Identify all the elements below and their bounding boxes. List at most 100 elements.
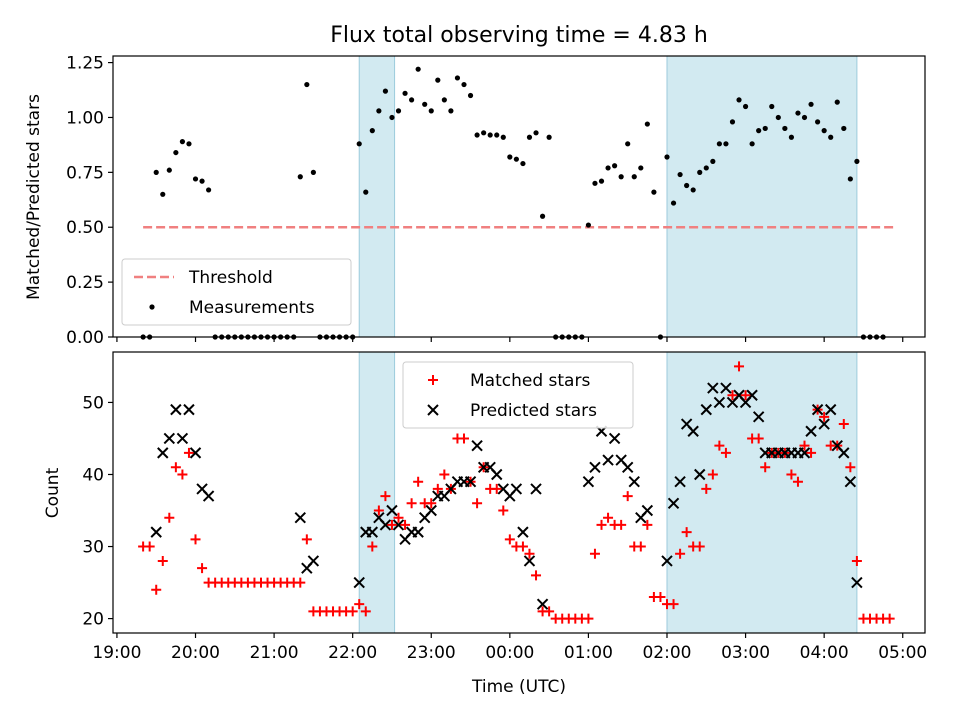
measurement-point <box>448 108 454 114</box>
matched-star-point <box>589 548 600 559</box>
matched-star-point <box>753 433 764 444</box>
measurement-point <box>690 187 696 193</box>
measurement-point <box>481 130 487 136</box>
predicted-star-point <box>523 555 536 567</box>
measurement-point <box>173 149 179 156</box>
measurement-point <box>507 154 513 160</box>
legend: Matched stars Predicted stars <box>402 361 634 429</box>
measurement-point <box>782 125 788 132</box>
predicted-star-point <box>202 490 215 502</box>
predicted-star-point <box>170 403 182 416</box>
predicted-star-point <box>805 425 817 437</box>
matched-star-point <box>491 483 502 494</box>
shaded-interval <box>666 55 858 338</box>
plot-frame <box>112 351 926 634</box>
x-axis-label: Time (UTC) <box>471 677 566 697</box>
measurement-point <box>828 134 834 140</box>
predicted-star-point <box>752 411 765 423</box>
predicted-star-point <box>392 519 405 531</box>
x-tick-label: 22:00 <box>328 643 377 663</box>
matched-star-point <box>727 390 738 401</box>
y-tick-label: 50 <box>82 393 104 413</box>
predicted-star-point <box>471 439 483 452</box>
legend-predicted-swatch <box>427 404 439 416</box>
measurement-point <box>500 134 506 140</box>
measurement-point <box>762 125 768 132</box>
matched-star-point <box>694 541 705 552</box>
y-tick-label: 20 <box>82 610 104 630</box>
legend-box <box>121 258 352 326</box>
measurement-point <box>729 119 736 125</box>
matched-star-point <box>400 519 411 530</box>
measurement-point <box>592 180 598 186</box>
predicted-star-point <box>608 432 621 445</box>
matched-star-point <box>517 541 528 552</box>
predicted-star-point <box>183 403 195 416</box>
predicted-star-point <box>353 576 365 589</box>
measurement-point <box>697 169 703 175</box>
x-tick-label: 21:00 <box>250 643 299 663</box>
legend-matched-swatch <box>428 375 438 385</box>
matched-star-point <box>635 541 646 552</box>
measurement-point <box>369 128 375 134</box>
predicted-star-point <box>157 447 169 459</box>
matched-star-point <box>707 469 718 480</box>
measurement-point <box>539 213 546 219</box>
x-tick-label: 03:00 <box>721 643 770 663</box>
matched-star-point <box>819 411 830 422</box>
measurement-point <box>199 178 205 184</box>
y-tick-label: 0.25 <box>66 273 104 293</box>
measurement-point <box>847 176 853 182</box>
matched-star-point <box>720 447 731 458</box>
matched-star-point <box>603 512 614 523</box>
measurement-point <box>716 141 722 147</box>
predicted-star-point <box>818 418 830 430</box>
predicted-star-point <box>294 512 306 524</box>
measurement-point <box>206 187 212 193</box>
plot-frame <box>112 55 926 338</box>
predicted-star-point <box>582 475 595 488</box>
measurement-point <box>821 128 827 134</box>
matched-star-point <box>164 512 175 523</box>
predicted-star-point <box>707 382 719 394</box>
matched-star-point <box>190 534 201 545</box>
predicted-star-point <box>412 526 424 538</box>
measurement-point <box>304 81 310 88</box>
measurement-point <box>415 66 421 72</box>
x-tick-label: 23:00 <box>407 643 456 663</box>
predicted-star-point <box>150 526 162 538</box>
x-tick-label: 00:00 <box>485 643 534 663</box>
predicted-star-point <box>379 519 392 531</box>
matched-star-point <box>734 361 745 372</box>
chart-title: Flux total observing time = 4.83 h <box>330 23 708 48</box>
matched-star-point <box>616 519 627 530</box>
legend: Threshold Measurements <box>121 258 352 326</box>
matched-star-point <box>622 491 633 502</box>
measurement-point <box>297 174 303 180</box>
matched-star-point <box>177 469 188 480</box>
predicted-star-point <box>176 432 189 445</box>
matched-star-point <box>183 447 194 458</box>
measurement-point <box>310 169 316 175</box>
measurement-point <box>651 189 657 195</box>
matched-star-point <box>655 591 666 602</box>
matched-star-point <box>701 483 712 494</box>
matched-star-point <box>498 505 509 516</box>
measurement-point <box>756 128 762 134</box>
measurement-point <box>166 167 172 173</box>
predicted-star-point <box>189 447 202 459</box>
x-tick-label: 02:00 <box>642 643 691 663</box>
matched-star-point <box>851 555 862 566</box>
matched-star-point <box>295 577 306 588</box>
matched-star-point <box>799 440 810 451</box>
predicted-star-point <box>307 555 320 567</box>
matched-star-point <box>367 541 378 552</box>
matched-star-point <box>884 613 895 624</box>
matched-star-point <box>426 498 437 509</box>
measurement-point <box>638 165 644 171</box>
shaded-interval <box>358 351 396 634</box>
matched-star-point <box>197 563 208 574</box>
measurement-point <box>775 114 781 121</box>
measurement-point <box>795 110 801 116</box>
